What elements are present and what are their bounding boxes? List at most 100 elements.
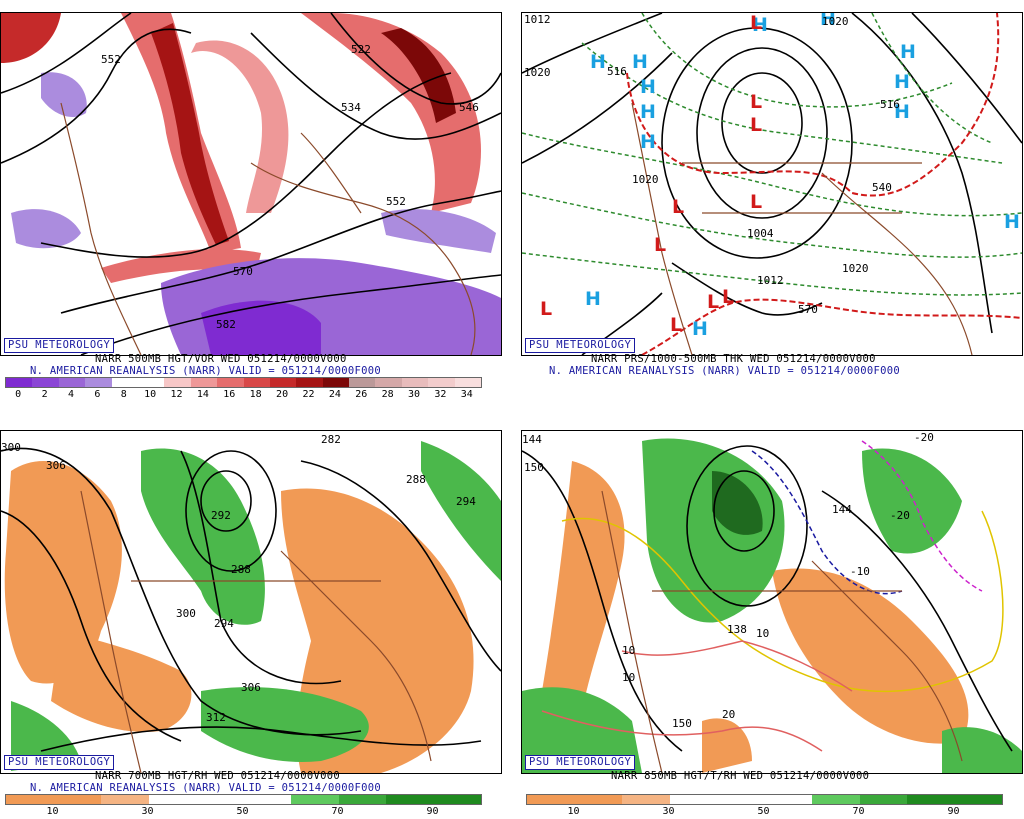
contour-label: 1020 <box>842 262 869 275</box>
high-pressure-symbol: H <box>1004 211 1020 233</box>
contour-label: 546 <box>459 101 479 114</box>
vorticity-ribbon-south <box>101 248 261 283</box>
colorbar-tick-label: 12 <box>170 389 183 400</box>
freezing-thickness <box>626 13 1022 355</box>
contour-label: 144 <box>522 433 542 446</box>
colorbar-swatch <box>296 378 323 387</box>
map-850mb-temp-rh: 144 150 144 138 150 10 10 10 20 -10 -20 … <box>521 430 1023 774</box>
psu-meteorology-badge: PSU METEOROLOGY <box>4 755 115 770</box>
rh-700-map-graphic: 300 306 282 288 294 306 292 288 300 294 … <box>1 431 501 773</box>
colorbar-swatch <box>6 378 33 387</box>
colorbar-swatch <box>58 378 86 387</box>
map-500mb-vorticity: 552 522 534 546 552 570 582 PSU METEOROL… <box>0 12 502 356</box>
low-pressure-symbol: L <box>540 298 552 320</box>
vorticity-map-graphic: 552 522 534 546 552 570 582 <box>1 13 501 355</box>
moist-areas <box>522 438 1022 773</box>
contour-label: 294 <box>214 617 234 630</box>
contour-label: 10 <box>622 644 635 657</box>
negative-vorticity-east <box>381 209 496 253</box>
chart-caption: NARR 500MB HGT/VOR WED 051214/0000V000 <box>95 353 347 365</box>
colorbar-swatch <box>454 378 482 387</box>
contour-label: 1020 <box>524 66 551 79</box>
high-pressure-symbol: H <box>900 41 916 63</box>
colorbar-swatch <box>764 795 812 804</box>
pressure-centers: H H H H H H H H H H H H H L L L L L L L <box>540 13 1020 340</box>
colorbar-swatch <box>375 378 402 387</box>
contour-label: 1020 <box>822 15 849 28</box>
colorbar-tick-label: 0 <box>15 389 22 400</box>
colorbar-swatch <box>111 378 138 387</box>
colorbar-tick-label: 28 <box>381 389 394 400</box>
colorbar-swatch <box>622 795 670 804</box>
colorbar-swatch <box>217 378 244 387</box>
low-pressure-symbol: L <box>707 291 719 313</box>
colorbar-swatch <box>53 795 101 804</box>
colorbar-tick-label: 24 <box>328 389 341 400</box>
contour-label: -20 <box>890 509 910 522</box>
thickness-contours <box>522 13 1022 296</box>
colorbar-swatch <box>85 378 112 387</box>
psu-meteorology-badge: PSU METEOROLOGY <box>4 338 115 353</box>
colorbar-swatch <box>190 378 218 387</box>
high-pressure-symbol: H <box>632 51 648 73</box>
vorticity-colorbar <box>5 377 482 388</box>
colorbar-tick-label: 6 <box>94 389 101 400</box>
contour-label: 288 <box>231 563 251 576</box>
moist-core <box>712 471 763 535</box>
vorticity-blob-northwest <box>1 13 61 63</box>
colorbar-swatch <box>137 378 165 387</box>
contour-labels: 552 522 534 546 552 570 582 <box>101 43 479 331</box>
height-contours <box>1 447 501 752</box>
contour-label: 570 <box>233 265 253 278</box>
colorbar-tick-label: 10 <box>144 389 157 400</box>
contour-labels: 300 306 282 288 294 306 292 288 300 294 … <box>1 433 476 724</box>
colorbar-swatch <box>101 795 149 804</box>
colorbar-tick-label: 16 <box>223 389 236 400</box>
contour-label: 1012 <box>757 274 784 287</box>
contour-label: 10 <box>756 627 769 640</box>
high-pressure-symbol: H <box>585 288 601 310</box>
colorbar-swatch <box>859 795 907 804</box>
colorbar-swatch <box>6 795 54 804</box>
colorbar-swatch <box>527 795 575 804</box>
temperature-contours <box>541 440 1004 752</box>
dry-areas <box>4 461 474 773</box>
low-pressure-symbol: L <box>750 13 762 34</box>
colorbar-ticks: 10 30 50 70 90 <box>526 806 1001 819</box>
height-contours <box>522 445 1013 752</box>
contour-label: -20 <box>914 431 934 444</box>
contour-label: 516 <box>607 65 627 78</box>
high-pressure-symbol: H <box>820 13 836 30</box>
contour-label: 292 <box>211 509 231 522</box>
colorbar-swatch <box>148 795 196 804</box>
rh-colorbar <box>5 794 482 805</box>
coastlines <box>631 102 973 355</box>
colorbar-swatch <box>428 378 455 387</box>
coastlines <box>601 490 963 773</box>
colorbar-tick-label: 50 <box>757 806 770 817</box>
contour-label: 20 <box>722 708 735 721</box>
colorbar-ticks: 0 2 4 6 8 10 12 14 16 18 20 22 24 26 28 30 32 34 <box>5 389 480 403</box>
psu-meteorology-badge: PSU METEOROLOGY <box>525 755 636 770</box>
contour-label: 540 <box>872 181 892 194</box>
colorbar-tick-label: 20 <box>276 389 289 400</box>
colorbar-swatch <box>32 378 59 387</box>
colorbar-swatch <box>954 795 1002 804</box>
vorticity-core-east <box>381 28 456 123</box>
high-pressure-symbol: H <box>894 101 910 123</box>
high-pressure-symbol: H <box>640 131 656 153</box>
colorbar-tick-label: 8 <box>120 389 127 400</box>
high-pressure-symbol: H <box>752 14 768 36</box>
colorbar-swatch <box>669 795 717 804</box>
colorbar-tick-label: 70 <box>331 806 344 817</box>
colorbar-swatch <box>401 378 429 387</box>
colorbar-swatch <box>386 795 434 804</box>
chart-caption: NARR 700MB HGT/RH WED 051214/0000V000 <box>95 770 340 782</box>
colorbar-tick-label: 32 <box>434 389 447 400</box>
low-pressure-symbol: L <box>750 114 762 136</box>
chart-caption: NARR PRS/1000-500MB THK WED 051214/0000V… <box>591 353 876 365</box>
colorbar-swatch <box>433 795 481 804</box>
panel-500mb-vorticity: 552 522 534 546 552 570 582 PSU METEOROL… <box>0 0 502 405</box>
colorbar-tick-label: 50 <box>236 806 249 817</box>
colorbar-swatch <box>322 378 350 387</box>
